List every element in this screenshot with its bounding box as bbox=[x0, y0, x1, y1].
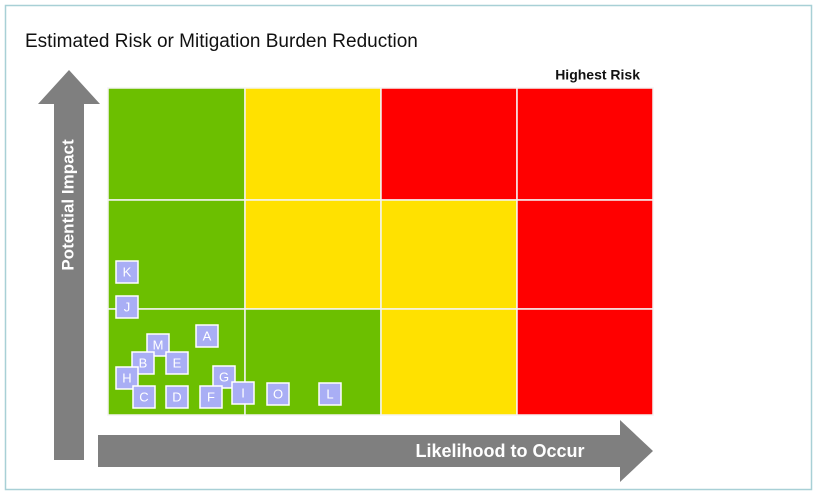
item-label: F bbox=[207, 389, 215, 404]
corner-label: Highest Risk bbox=[555, 67, 640, 83]
item-box bbox=[231, 381, 255, 405]
cell bbox=[107, 199, 246, 310]
cell bbox=[516, 87, 654, 201]
cell bbox=[107, 87, 246, 201]
grid bbox=[107, 87, 654, 416]
title: Estimated Risk or Mitigation Burden Redu… bbox=[25, 31, 418, 52]
item-box bbox=[115, 260, 139, 284]
item-box bbox=[266, 382, 290, 406]
item-label: J bbox=[124, 299, 131, 314]
item-label: G bbox=[219, 369, 229, 384]
item-box bbox=[318, 382, 342, 406]
item-box bbox=[212, 365, 236, 389]
item-label: I bbox=[241, 385, 245, 400]
item-label: B bbox=[139, 355, 148, 370]
item-label: C bbox=[139, 389, 148, 404]
item-box bbox=[115, 295, 139, 319]
item-label: H bbox=[122, 370, 131, 385]
cell bbox=[380, 87, 518, 201]
cell bbox=[516, 199, 654, 310]
item-label: A bbox=[203, 328, 212, 343]
item-box bbox=[165, 385, 189, 409]
cell bbox=[244, 199, 382, 310]
cell bbox=[380, 308, 518, 416]
cell bbox=[516, 308, 654, 416]
item-box bbox=[132, 385, 156, 409]
item-box bbox=[165, 351, 189, 375]
x-arrow bbox=[98, 420, 653, 482]
cell bbox=[380, 199, 518, 310]
item-box bbox=[146, 333, 170, 357]
item-box bbox=[195, 324, 219, 348]
item-label: O bbox=[273, 386, 283, 401]
item-label: K bbox=[123, 264, 132, 279]
item-label: M bbox=[153, 337, 164, 352]
item-box bbox=[115, 366, 139, 390]
item-label: D bbox=[172, 389, 181, 404]
y-arrow bbox=[38, 70, 100, 460]
x-axis-label: Likelihood to Occur bbox=[415, 441, 584, 461]
cell bbox=[244, 308, 382, 416]
y-axis-label: Potential Impact bbox=[58, 139, 77, 271]
items: K J M A B E H G C D F I O L bbox=[115, 260, 342, 409]
cell bbox=[244, 87, 382, 201]
item-label: L bbox=[326, 386, 333, 401]
item-box bbox=[199, 385, 223, 409]
item-label: E bbox=[173, 355, 182, 370]
